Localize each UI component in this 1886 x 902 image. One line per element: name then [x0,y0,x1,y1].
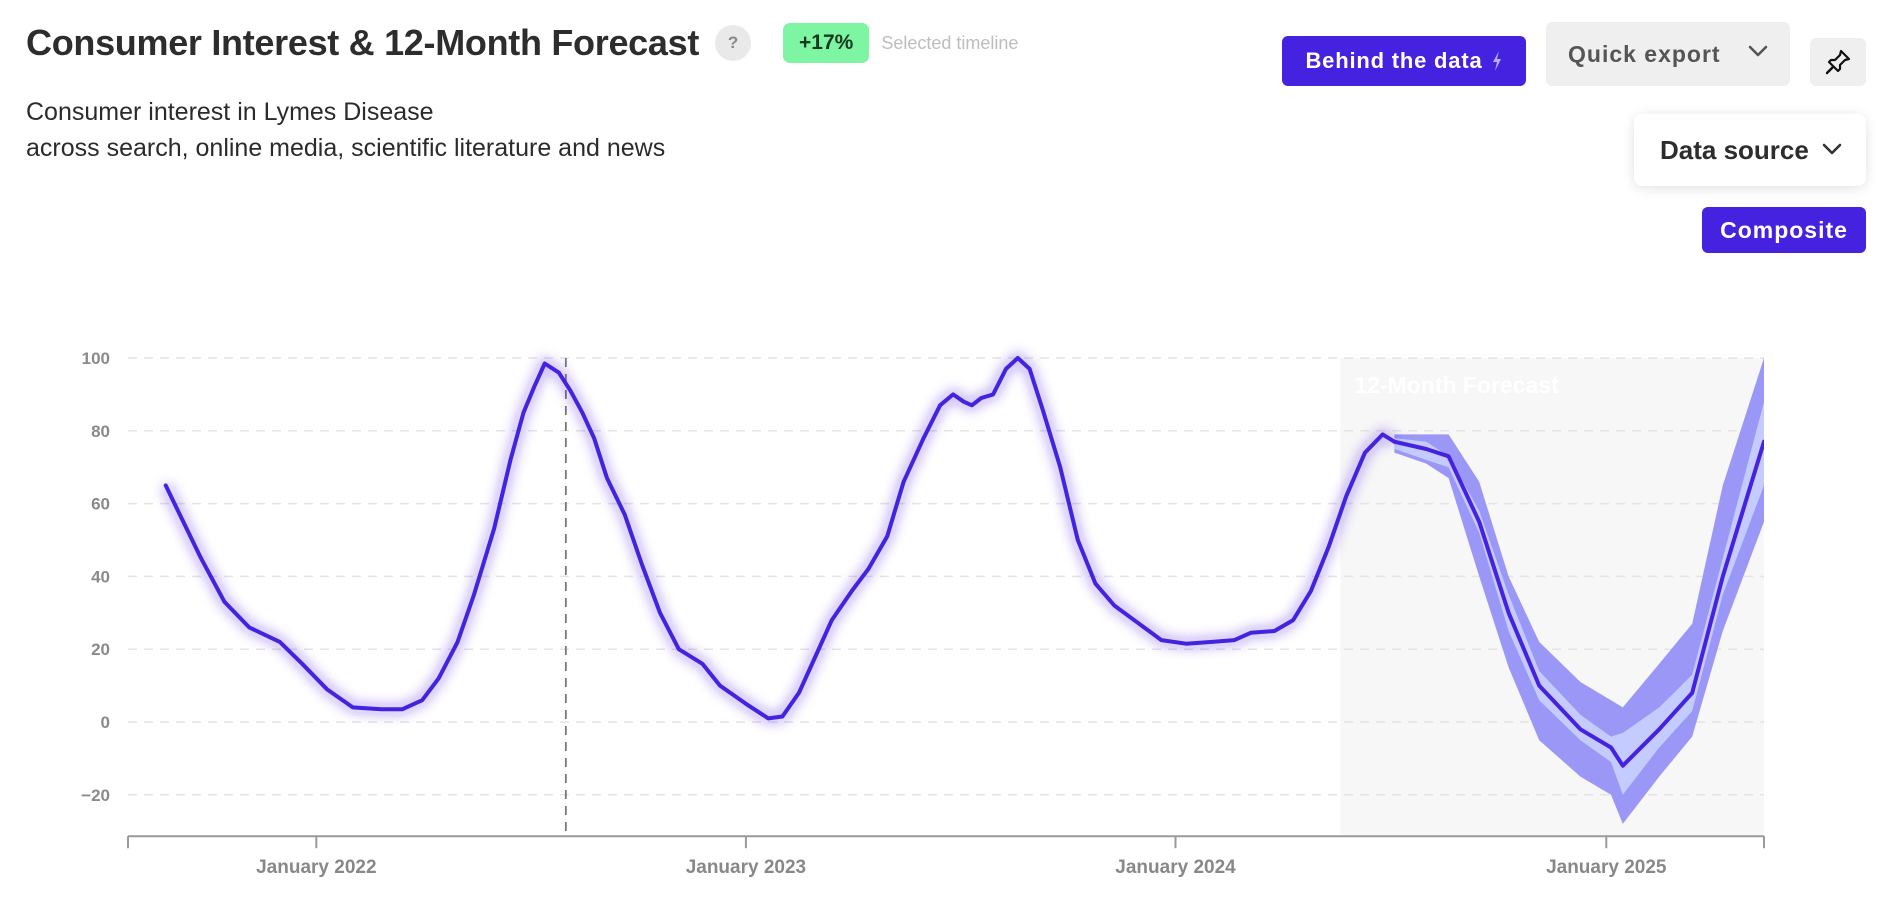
y-tick-label: 20 [91,640,110,659]
forecast-line [1392,439,1764,768]
behind-the-data-button[interactable]: Behind the data [1282,36,1526,86]
history-line-glow [161,351,1398,724]
subtitle-line-1: Consumer interest in Lymes Disease [26,98,434,126]
data-source-select[interactable]: Data source [1634,114,1866,186]
data-source-label: Data source [1660,134,1809,165]
forecast-inner-band [1394,401,1764,795]
composite-label: Composite [1720,216,1848,243]
subtitle-line-2: across search, online media, scientific … [26,134,666,162]
x-tick-label: January 2024 [1115,857,1236,878]
help-icon[interactable]: ? [715,25,752,61]
x-tick-label: January 2023 [686,857,806,878]
x-tick-label: January 2022 [256,857,376,878]
change-badge: +17% [783,23,870,63]
y-tick-label: −20 [81,786,110,805]
page-title: Consumer Interest & 12-Month Forecast [26,22,700,63]
behind-the-data-label: Behind the data [1305,48,1483,73]
quick-export-label: Quick export [1568,40,1721,67]
chevron-down-icon [1748,45,1768,57]
composite-button[interactable]: Composite [1702,207,1866,253]
header-title-row: Consumer Interest & 12-Month Forecast ? … [26,22,1018,64]
y-tick-label: 40 [91,567,110,586]
y-tick-label: 0 [101,713,110,732]
chevron-down-icon [1822,143,1842,155]
x-tick-label: January 2025 [1546,857,1667,878]
lightning-icon [1492,51,1501,71]
pin-icon [1825,49,1851,75]
forecast-label: 12-Month Forecast [1354,372,1559,398]
chart-subtitle: Consumer interest in Lymes Disease acros… [26,94,665,166]
badge-caption: Selected timeline [881,32,1019,53]
y-tick-label: 100 [82,349,110,368]
history-line [163,356,1397,721]
y-tick-label: 80 [91,422,110,441]
quick-export-button[interactable]: Quick export [1546,22,1790,86]
pin-button[interactable] [1810,38,1866,86]
y-tick-label: 60 [91,495,110,514]
